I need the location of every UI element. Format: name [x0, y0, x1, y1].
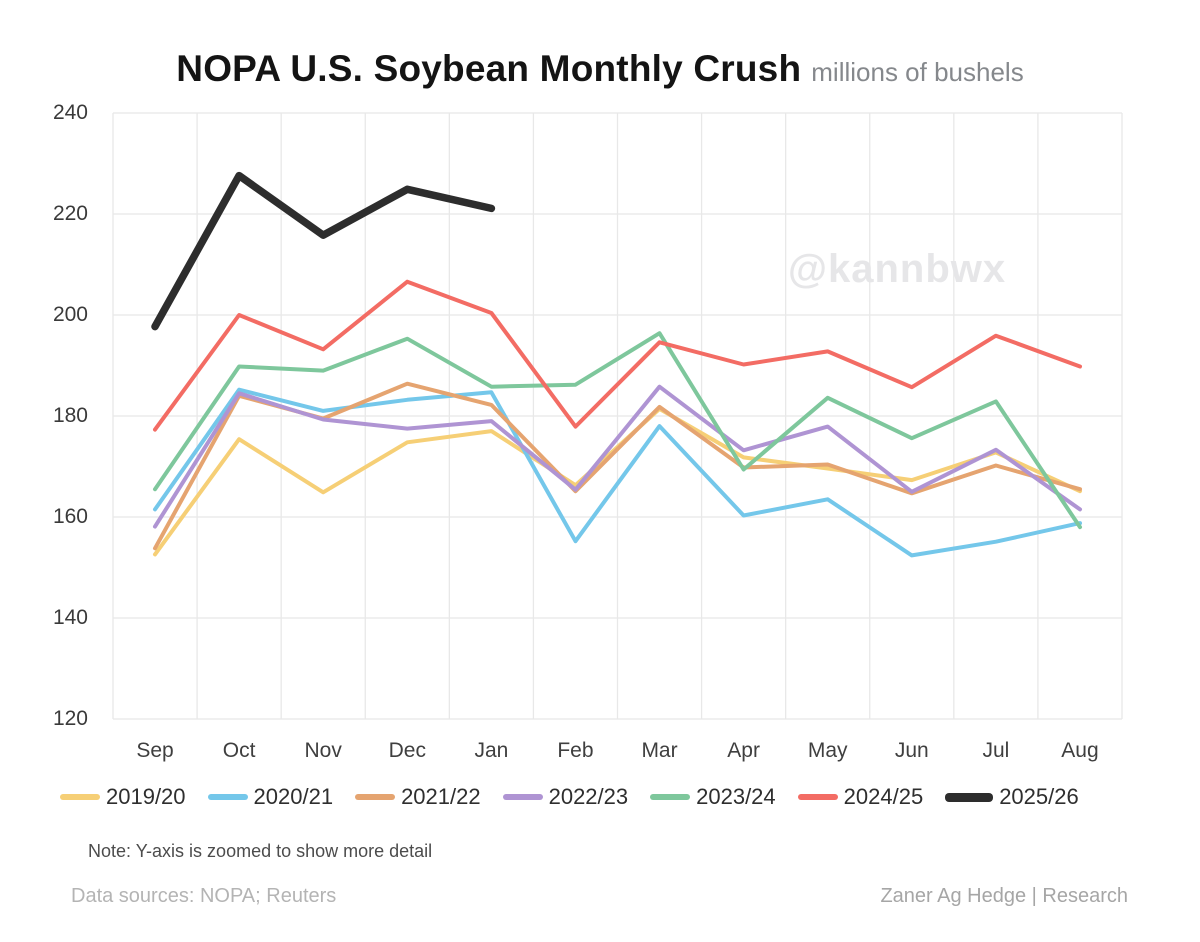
y-tick-label-240: 240 [52, 101, 88, 124]
y-tick-label-120: 120 [52, 707, 88, 730]
x-tick-label-jun: Jun [894, 739, 929, 762]
x-tick-label-dec: Dec [388, 739, 426, 762]
legend-swatch-icon [650, 794, 691, 800]
series-line-2022-23 [153, 384, 1082, 529]
legend-item-2020-21: 2020/21 [207, 784, 334, 810]
chart-title: NOPA U.S. Soybean Monthly Crush [176, 48, 802, 89]
series-line-2025-26 [151, 171, 496, 331]
x-tick-label-aug: Aug [1061, 739, 1099, 762]
legend-item-2024-25: 2024/25 [797, 784, 924, 810]
legend-label: 2025/26 [999, 784, 1079, 809]
series-line-2023-24 [153, 331, 1082, 530]
legend-item-2021-22: 2021/22 [355, 784, 481, 810]
legend-swatch-icon [502, 794, 543, 800]
chart-subtitle: millions of bushels [811, 57, 1024, 87]
y-tick-label-220: 220 [52, 202, 88, 225]
x-tick-label-mar: Mar [641, 739, 678, 762]
x-tick-label-jan: Jan [474, 739, 509, 762]
legend-swatch-icon [945, 792, 994, 802]
legend-item-2022-23: 2022/23 [502, 784, 629, 810]
y-tick-label-180: 180 [52, 404, 88, 427]
legend-label: 2022/23 [548, 784, 629, 809]
axis-note: Note: Y-axis is zoomed to show more deta… [88, 841, 433, 861]
data-sources-text: Data sources: NOPA; Reuters [71, 885, 337, 907]
legend-swatch-icon [207, 794, 248, 800]
y-tick-label-200: 200 [52, 303, 88, 326]
series-line-2020-21 [153, 387, 1082, 558]
series-line-2024-25 [153, 279, 1082, 432]
legend-label: 2021/22 [401, 784, 481, 809]
x-tick-label-sep: Sep [136, 739, 174, 762]
legend-label: 2024/25 [843, 784, 924, 809]
x-tick-label-jul: Jul [982, 739, 1010, 762]
y-tick-label-140: 140 [52, 606, 88, 629]
legend-label: 2019/20 [106, 784, 186, 809]
x-tick-label-nov: Nov [304, 739, 342, 762]
legend-item-2025-26: 2025/26 [945, 784, 1079, 810]
legend-label: 2023/24 [696, 784, 776, 809]
legend-item-2019-20: 2019/20 [60, 784, 186, 810]
x-tick-label-oct: Oct [222, 739, 256, 762]
legend-item-2023-24: 2023/24 [650, 784, 776, 810]
x-tick-label-may: May [807, 739, 848, 762]
legend-swatch-icon [797, 794, 838, 800]
chart-header: NOPA U.S. Soybean Monthly Crush millions … [0, 48, 1200, 90]
line-chart-plot [112, 112, 1123, 720]
x-tick-label-apr: Apr [727, 739, 760, 762]
branding-text: Zaner Ag Hedge | Research [880, 885, 1128, 907]
legend-swatch-icon [355, 794, 396, 800]
watermark-handle: @kannbwx [788, 247, 1007, 291]
x-tick-label-feb: Feb [557, 739, 594, 762]
chart-legend: 2019/20 2020/21 2021/22 2022/23 2023/24 2024/… [60, 782, 1150, 812]
legend-swatch-icon [60, 794, 100, 800]
y-tick-label-160: 160 [52, 505, 88, 528]
legend-label: 2020/21 [253, 784, 334, 809]
